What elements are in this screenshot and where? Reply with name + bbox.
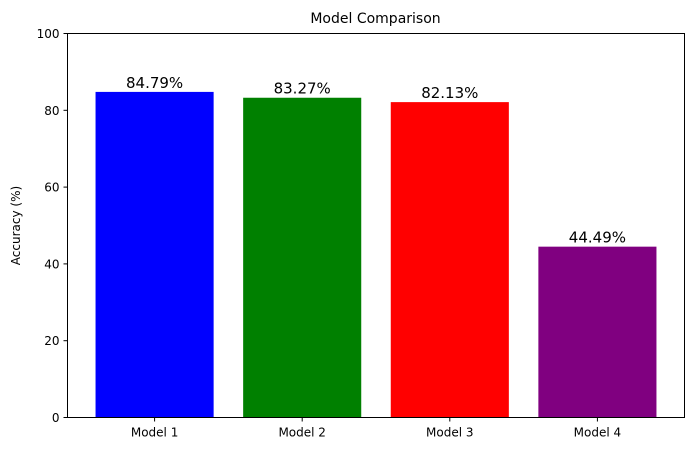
chart-title: Model Comparison — [310, 11, 440, 27]
y-tick-label: 0 — [52, 411, 60, 425]
y-tick-label: 40 — [44, 257, 59, 271]
y-axis-label: Accuracy (%) — [9, 186, 23, 265]
bars-group — [95, 91, 657, 418]
bar-value-label: 83.27% — [274, 80, 331, 98]
x-tick-label: Model 1 — [131, 426, 178, 440]
bar-value-label: 84.79% — [126, 74, 183, 92]
y-tick-label: 80 — [44, 104, 59, 118]
x-tick-label: Model 2 — [278, 426, 325, 440]
bar — [243, 97, 362, 418]
y-axis-ticks: 0 20 40 60 80 100 — [37, 27, 68, 425]
bar — [390, 102, 509, 418]
y-tick-label: 100 — [37, 27, 60, 41]
bar — [95, 91, 214, 418]
bar-labels-group: 84.79% 83.27% 82.13% 44.49% — [126, 74, 626, 247]
x-axis-ticks: Model 1 Model 2 Model 3 Model 4 — [131, 417, 621, 440]
x-tick-label: Model 3 — [426, 426, 473, 440]
x-tick-label: Model 4 — [574, 426, 621, 440]
bar — [538, 246, 657, 418]
plot-frame — [67, 33, 685, 418]
y-tick-label: 20 — [44, 334, 59, 348]
bar-value-label: 44.49% — [569, 229, 626, 247]
y-tick-label: 60 — [44, 181, 59, 195]
bar-value-label: 82.13% — [421, 84, 478, 102]
